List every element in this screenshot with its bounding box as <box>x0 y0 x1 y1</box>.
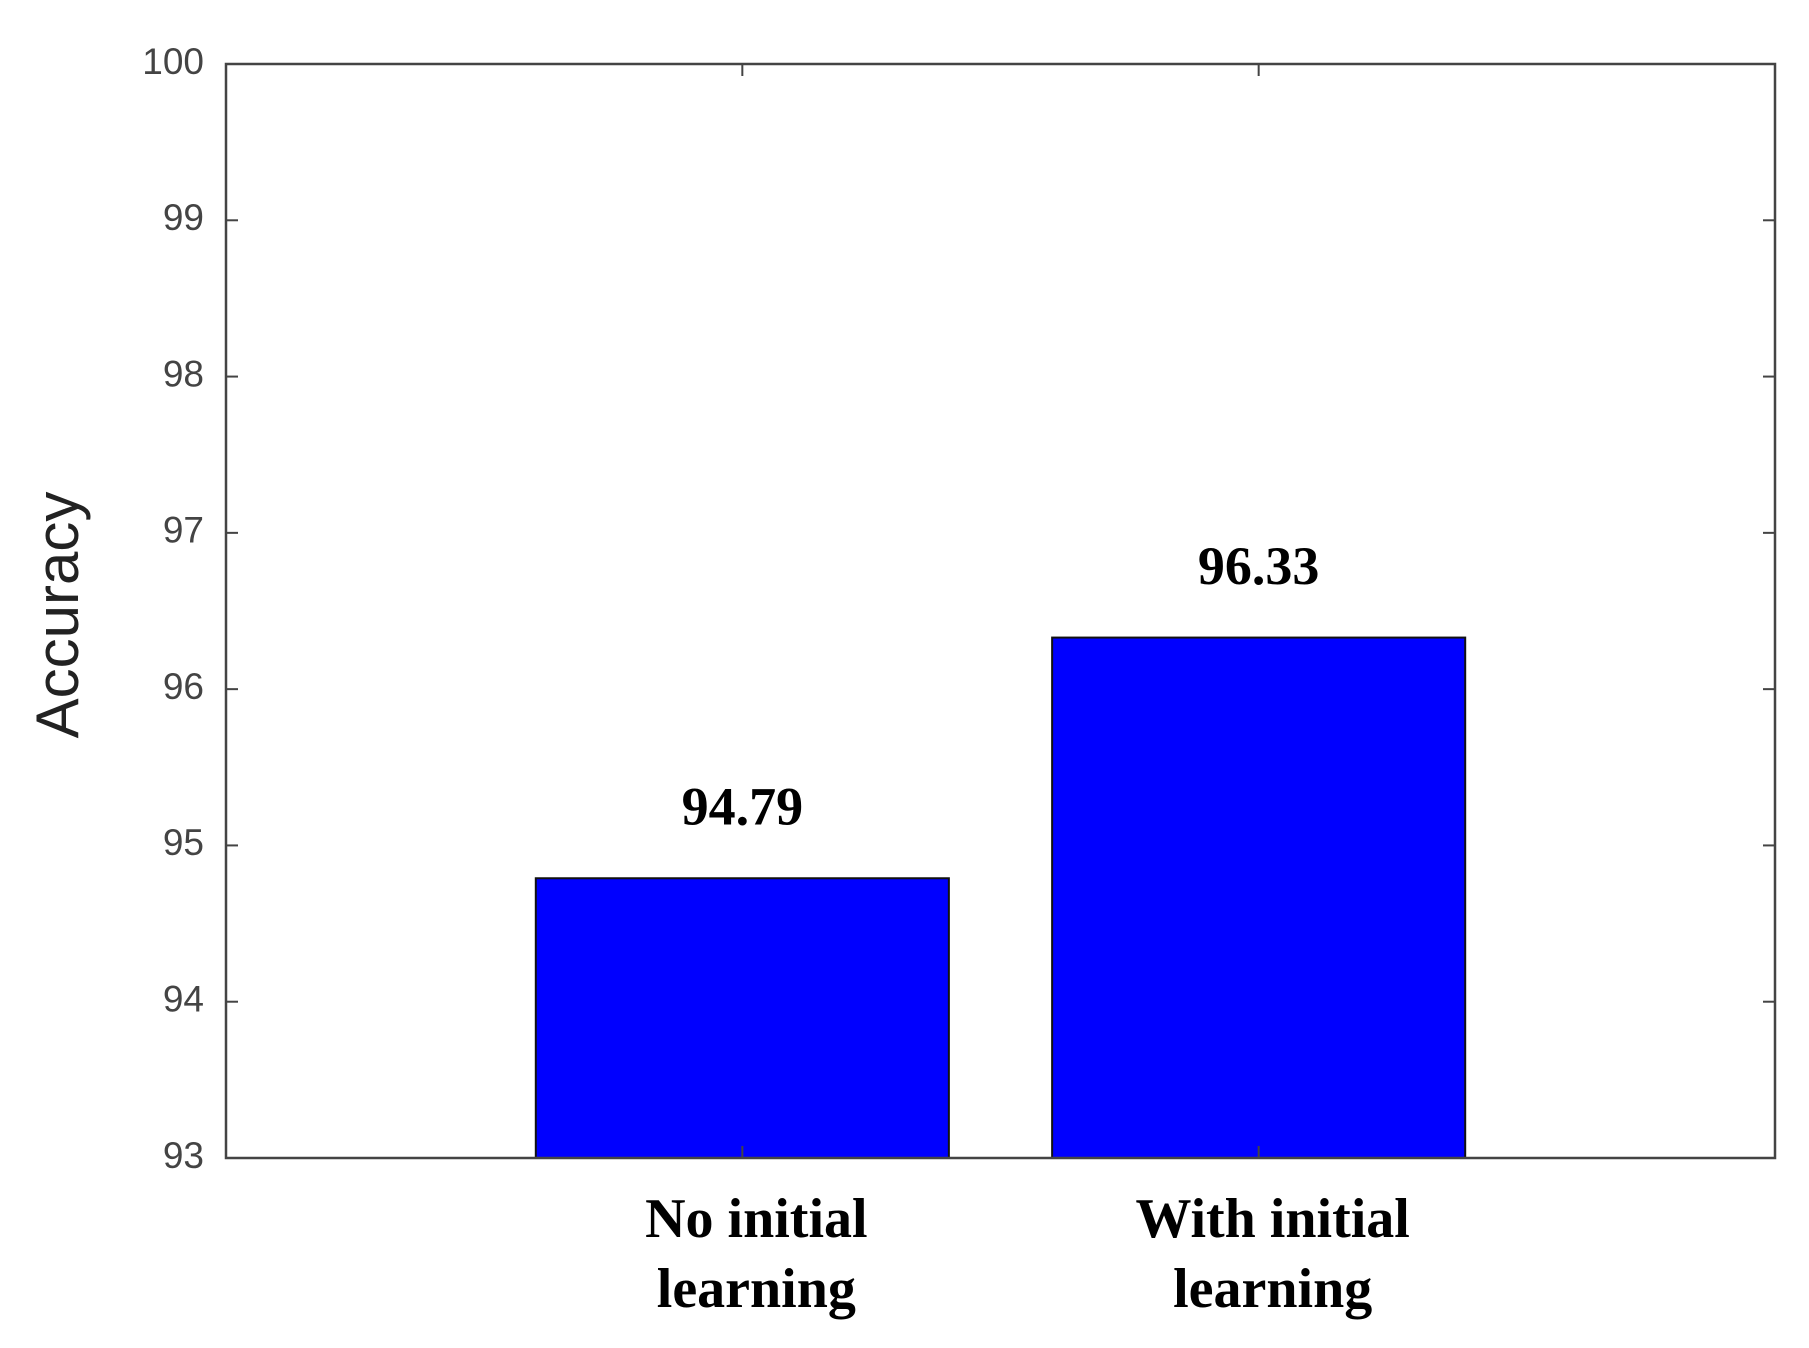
x-tick-label: learning <box>657 1258 856 1320</box>
value-label: 94.79 <box>682 777 804 837</box>
value-label: 96.33 <box>1198 536 1320 596</box>
y-tick-label: 100 <box>142 41 204 82</box>
bar <box>534 877 950 1160</box>
y-axis-label: Accuracy <box>24 492 91 739</box>
y-tick-label: 99 <box>163 197 204 238</box>
y-tick-label: 93 <box>163 1135 204 1176</box>
y-tick-label: 97 <box>163 510 204 551</box>
x-tick-label: With initial <box>1135 1188 1409 1250</box>
y-tick-label: 96 <box>163 666 204 707</box>
y-tick-label: 98 <box>163 353 204 394</box>
bar <box>1051 636 1467 1159</box>
y-tick-label: 95 <box>163 822 204 863</box>
y-tick-label: 94 <box>163 978 204 1019</box>
x-tick-label: No initial <box>645 1188 867 1250</box>
x-tick-label: learning <box>1173 1258 1372 1320</box>
plot-frame <box>224 62 1777 1160</box>
